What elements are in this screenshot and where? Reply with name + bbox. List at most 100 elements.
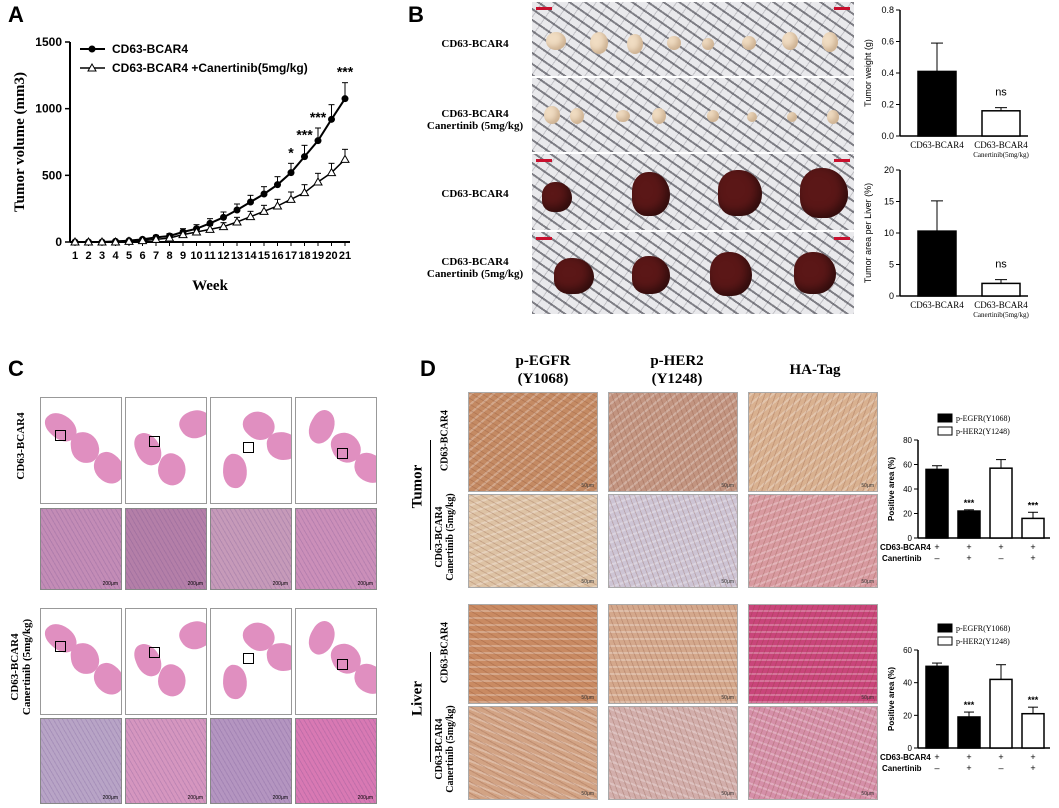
ihc-bracket-liver — [430, 652, 437, 762]
x-tick-label: 11 — [204, 250, 216, 262]
he-whole-slide — [210, 608, 292, 715]
ns-annotation: ns — [995, 87, 1007, 99]
legend-label: p-EGFR(Y1068) — [956, 624, 1011, 633]
he-whole-slide — [210, 397, 292, 504]
y-tick-label: 80 — [903, 436, 912, 445]
data-point — [151, 234, 161, 243]
legend-swatch — [937, 623, 953, 633]
x-tick-label: 21 — [339, 250, 351, 262]
data-point — [164, 232, 175, 242]
data-point — [178, 229, 188, 239]
condition-label: Canertinib — [882, 764, 922, 773]
ihc-column-header-her2-line1: p-HER2 — [650, 353, 704, 369]
x-tick-label: CD63-BCAR4 — [974, 140, 1028, 150]
ihc-row-label-line2: Canertinib (5mg/kg) — [445, 705, 456, 793]
scale-label: 50μm — [581, 791, 594, 797]
he-magnified-view: 200μm — [40, 718, 122, 804]
y-tick-label: 0 — [889, 291, 894, 301]
tumor-photo-control — [532, 2, 854, 76]
y-tick-label: 60 — [903, 461, 912, 470]
he-whole-slide — [125, 608, 207, 715]
he-whole-slide — [295, 397, 377, 504]
scale-label: 200μm — [187, 795, 203, 801]
panel-label-a: A — [8, 2, 24, 27]
ihc-tissue-label-tumor-text: Tumor — [409, 464, 426, 509]
condition-sign: + — [998, 752, 1003, 762]
photo-row-label-3-main: CD63-BCAR4 — [441, 188, 509, 200]
x-tick-label: 3 — [99, 250, 105, 262]
scale-label: 50μm — [861, 791, 874, 797]
scale-label: 50μm — [861, 483, 874, 489]
significance-marker: *** — [310, 109, 327, 125]
significance-marker: *** — [964, 700, 975, 710]
scale-label: 50μm — [721, 483, 734, 489]
data-point — [274, 181, 281, 189]
he-group-label-canertinib-text: CD63-BCAR4 Canertinib (5mg/kg) — [9, 612, 33, 722]
scale-bar — [536, 159, 552, 162]
condition-sign: + — [1030, 752, 1035, 762]
y-axis-label: Tumor volume (mm3) — [12, 72, 28, 212]
data-point — [326, 167, 337, 177]
tumor-positive-area-bar-chart: 0 20 40 60 80 Positive area (%) p-EGFR(Y1068) p… — [880, 413, 1050, 563]
legend-marker — [87, 62, 97, 72]
y-axis-label: Tumor area per Liver (%) — [863, 183, 873, 283]
scale-bar — [834, 159, 850, 162]
photo-row-label-1-main: CD63-BCAR4 — [441, 38, 509, 50]
bar — [989, 678, 1013, 749]
condition-label: CD63-BCAR4 — [880, 753, 931, 762]
data-point — [314, 137, 322, 145]
roi-box — [337, 448, 348, 459]
data-point — [233, 206, 241, 214]
ihc-micrograph: 50μm — [608, 494, 738, 588]
x-tick-label: CD63-BCAR4 — [910, 300, 964, 310]
he-group-label-canertinib-line2: Canertinib (5mg/kg) — [21, 618, 33, 716]
data-point — [218, 221, 229, 231]
ihc-tissue-label-liver-text: Liver — [409, 681, 426, 716]
data-point — [328, 115, 335, 123]
he-magnified-view: 200μm — [295, 718, 377, 804]
ihc-micrograph: 50μm — [608, 604, 738, 704]
ihc-row-label-text: CD63-BCAR4 — [439, 621, 451, 684]
scale-label: 50μm — [861, 695, 874, 701]
x-tick-sublabel: Canertinib(5mg/kg) — [973, 311, 1029, 319]
ns-annotation: ns — [995, 259, 1007, 271]
ihc-micrograph: 50μm — [468, 494, 598, 588]
legend-label: CD63-BCAR4 +Canertinib(5mg/kg) — [112, 61, 308, 75]
photo-row-label-4: CD63-BCAR4 Canertinib (5mg/kg) — [420, 256, 530, 280]
data-point — [260, 190, 268, 198]
legend-label: p-HER2(Y1248) — [956, 427, 1010, 436]
x-tick-label: 19 — [312, 250, 324, 262]
ihc-row-label-line2: Canertinib (5mg/kg) — [445, 493, 456, 581]
scale-label: 200μm — [272, 581, 288, 587]
bar — [981, 110, 1021, 137]
y-tick-label: 20 — [884, 165, 894, 175]
scale-label: 200μm — [102, 795, 118, 801]
data-point — [110, 236, 121, 246]
liver-photo-control — [532, 154, 854, 230]
photo-row-label-4-main: CD63-BCAR4 — [441, 256, 509, 268]
y-tick-label: 20 — [903, 711, 912, 720]
scale-label: 200μm — [102, 581, 118, 587]
condition-sign: + — [1030, 763, 1035, 773]
y-tick-label: 1500 — [35, 35, 62, 49]
bar — [957, 510, 981, 539]
data-point — [245, 211, 256, 221]
scale-label: 50μm — [581, 579, 594, 585]
x-tick-label: 1 — [72, 250, 78, 262]
data-point — [232, 216, 242, 226]
data-point — [287, 169, 295, 177]
tissue-section — [221, 664, 249, 700]
significance-marker: *** — [296, 126, 313, 142]
data-point — [259, 206, 269, 215]
tissue-section — [221, 453, 249, 489]
scale-bar — [834, 237, 850, 240]
ihc-row-label-line1: CD63-BCAR4 — [434, 718, 445, 780]
condition-sign: – — [934, 763, 939, 773]
y-tick-label: 500 — [42, 168, 62, 182]
bar — [925, 665, 949, 749]
x-tick-label: 5 — [126, 250, 132, 262]
roi-box — [243, 442, 254, 453]
data-point — [70, 236, 80, 246]
scale-label: 200μm — [272, 795, 288, 801]
y-axis-label: Positive area (%) — [887, 457, 896, 521]
